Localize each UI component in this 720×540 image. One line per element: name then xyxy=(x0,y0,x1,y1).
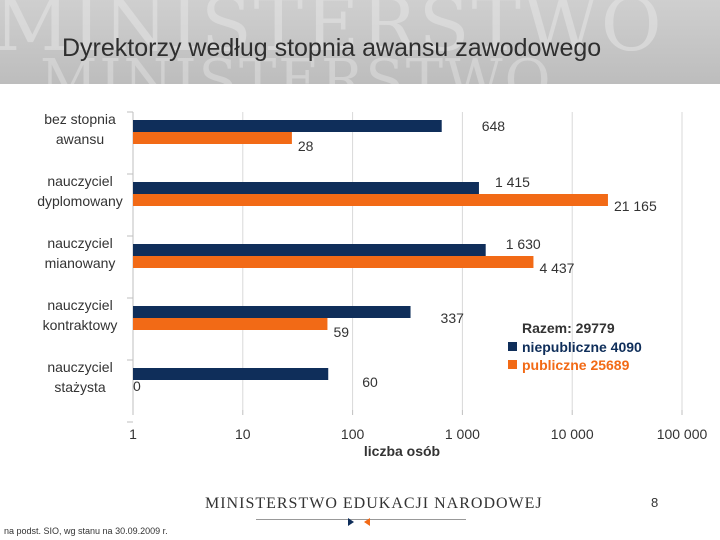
data-label: 21 165 xyxy=(614,198,657,214)
legend-title: Razem: 29779 xyxy=(522,320,615,336)
category-label: dyplomowany xyxy=(37,193,123,209)
data-label: 60 xyxy=(362,374,378,390)
page-number: 8 xyxy=(651,495,659,510)
bar-publiczne xyxy=(133,318,328,330)
bar-niepubliczne xyxy=(133,120,442,132)
bar-niepubliczne xyxy=(133,244,486,256)
legend-entry: niepubliczne 4090 xyxy=(522,339,642,355)
ministry-logo-icon xyxy=(348,518,370,526)
data-label: 59 xyxy=(333,324,349,340)
header-banner: MINISTERSTWO MINISTERSTWO Dyrektorzy wed… xyxy=(0,0,720,84)
category-label: mianowany xyxy=(45,255,116,271)
category-label: kontraktowy xyxy=(43,317,118,333)
bar-publiczne xyxy=(133,132,292,144)
source-note: na podst. SIO, wg stanu na 30.09.2009 r. xyxy=(4,526,168,536)
x-tick-label: 100 xyxy=(341,426,365,442)
slide-title: Dyrektorzy według stopnia awansu zawodow… xyxy=(62,34,602,62)
bar-niepubliczne xyxy=(133,182,479,194)
category-label: nauczyciel xyxy=(47,359,112,375)
legend-swatch xyxy=(508,342,517,351)
category-label: nauczyciel xyxy=(47,297,112,313)
bar-niepubliczne xyxy=(133,368,329,380)
data-label: 1 630 xyxy=(506,236,541,252)
watermark-shadow: MINISTERSTWO xyxy=(40,48,553,84)
ministry-footer: MINISTERSTWO EDUKACJI NARODOWEJ xyxy=(205,495,543,512)
bar-chart: 1 10 100 1 000 10 000 100 000 648 28 bez stopnia… xyxy=(37,111,708,459)
category-label: nauczyciel xyxy=(47,173,112,189)
data-label: 648 xyxy=(482,118,506,134)
data-label: 1 415 xyxy=(495,174,530,190)
data-label: 337 xyxy=(441,310,465,326)
bar-publiczne xyxy=(133,194,608,206)
x-tick-label: 1 000 xyxy=(445,426,480,442)
data-label: 28 xyxy=(298,138,314,154)
x-axis-title: liczba osób xyxy=(364,443,440,459)
bar-publiczne xyxy=(133,256,534,268)
legend-swatch xyxy=(508,360,517,369)
x-tick-label: 100 000 xyxy=(657,426,708,442)
data-label: 4 437 xyxy=(539,260,574,276)
category-label: nauczyciel xyxy=(47,235,112,251)
watermark: MINISTERSTWO xyxy=(0,0,664,68)
category-label: bez stopnia xyxy=(44,111,116,127)
x-tick-label: 10 xyxy=(235,426,251,442)
data-label: 0 xyxy=(133,378,141,394)
footer-divider xyxy=(256,519,466,520)
category-label: stażysta xyxy=(54,379,106,395)
bar-niepubliczne xyxy=(133,306,411,318)
legend-entry: publiczne 25689 xyxy=(522,357,630,373)
x-tick-label: 1 xyxy=(129,426,137,442)
category-label: awansu xyxy=(56,131,104,147)
x-tick-label: 10 000 xyxy=(551,426,594,442)
